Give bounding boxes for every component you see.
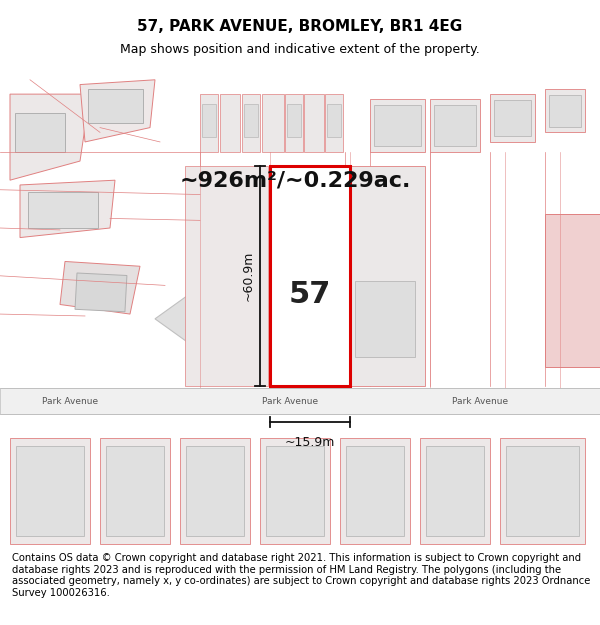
- Bar: [420, 438, 490, 544]
- Text: ~60.9m: ~60.9m: [241, 251, 254, 301]
- Bar: [350, 166, 425, 386]
- Bar: [500, 438, 585, 544]
- Bar: [0, 388, 600, 414]
- Bar: [434, 104, 476, 146]
- Text: Park Avenue: Park Avenue: [262, 397, 318, 406]
- Polygon shape: [20, 180, 115, 238]
- Text: 57: 57: [289, 281, 331, 309]
- Text: 57, PARK AVENUE, BROMLEY, BR1 4EG: 57, PARK AVENUE, BROMLEY, BR1 4EG: [137, 19, 463, 34]
- Bar: [370, 99, 425, 151]
- Bar: [270, 166, 350, 386]
- Bar: [180, 438, 250, 544]
- Bar: [285, 94, 303, 151]
- Bar: [346, 446, 404, 536]
- Polygon shape: [10, 94, 90, 180]
- Bar: [545, 89, 585, 132]
- Bar: [15, 113, 65, 151]
- Bar: [106, 446, 164, 536]
- Bar: [220, 94, 240, 151]
- Polygon shape: [60, 261, 140, 314]
- Text: Park Avenue: Park Avenue: [42, 397, 98, 406]
- Text: ~15.9m: ~15.9m: [285, 436, 335, 449]
- Text: Park Avenue: Park Avenue: [452, 397, 508, 406]
- Polygon shape: [155, 290, 235, 348]
- Bar: [28, 192, 98, 228]
- Bar: [325, 94, 343, 151]
- Text: Map shows position and indicative extent of the property.: Map shows position and indicative extent…: [120, 43, 480, 56]
- Bar: [185, 166, 268, 386]
- Text: Contains OS data © Crown copyright and database right 2021. This information is : Contains OS data © Crown copyright and d…: [12, 553, 590, 598]
- Bar: [426, 446, 484, 536]
- Bar: [262, 94, 284, 151]
- Bar: [374, 104, 421, 146]
- Bar: [266, 446, 324, 536]
- Bar: [549, 95, 581, 127]
- Bar: [200, 94, 218, 151]
- Bar: [100, 438, 170, 544]
- Bar: [355, 281, 415, 357]
- Bar: [242, 94, 260, 151]
- Bar: [75, 273, 127, 312]
- Bar: [327, 104, 341, 137]
- Bar: [88, 89, 143, 122]
- Bar: [186, 446, 244, 536]
- Bar: [16, 446, 84, 536]
- Bar: [244, 104, 258, 137]
- Bar: [490, 94, 535, 142]
- Polygon shape: [80, 80, 155, 142]
- Bar: [506, 446, 579, 536]
- Bar: [10, 438, 90, 544]
- Bar: [340, 438, 410, 544]
- Bar: [287, 104, 301, 137]
- Bar: [260, 438, 330, 544]
- Bar: [545, 214, 600, 367]
- Bar: [304, 94, 324, 151]
- Text: ~926m²/~0.229ac.: ~926m²/~0.229ac.: [180, 170, 412, 190]
- Bar: [494, 100, 531, 136]
- Bar: [430, 99, 480, 151]
- Bar: [202, 104, 216, 137]
